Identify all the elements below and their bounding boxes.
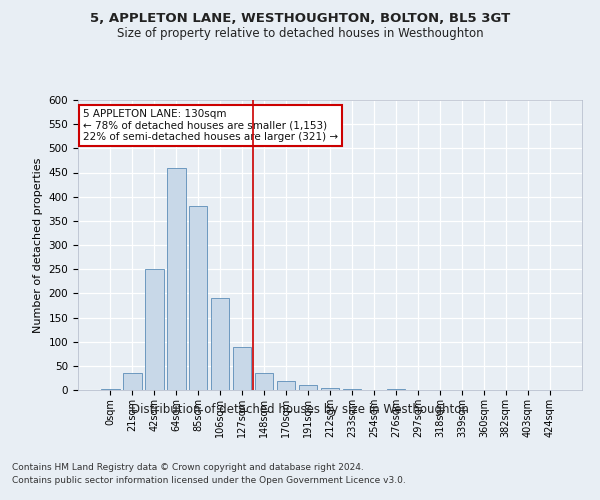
Bar [233, 346, 251, 390]
Bar [255, 373, 274, 390]
Bar [189, 206, 208, 390]
Bar [211, 298, 229, 390]
Text: Contains HM Land Registry data © Crown copyright and database right 2024.: Contains HM Land Registry data © Crown c… [12, 464, 364, 472]
Text: 5, APPLETON LANE, WESTHOUGHTON, BOLTON, BL5 3GT: 5, APPLETON LANE, WESTHOUGHTON, BOLTON, … [90, 12, 510, 26]
Text: Contains public sector information licensed under the Open Government Licence v3: Contains public sector information licen… [12, 476, 406, 485]
Text: Size of property relative to detached houses in Westhoughton: Size of property relative to detached ho… [116, 28, 484, 40]
Bar [145, 269, 164, 390]
Bar [299, 385, 317, 390]
Bar [277, 382, 295, 390]
Text: Distribution of detached houses by size in Westhoughton: Distribution of detached houses by size … [131, 402, 469, 415]
Bar [101, 389, 119, 390]
Y-axis label: Number of detached properties: Number of detached properties [33, 158, 43, 332]
Bar [320, 388, 340, 390]
Bar [123, 373, 142, 390]
Bar [167, 168, 185, 390]
Bar [343, 389, 361, 390]
Text: 5 APPLETON LANE: 130sqm
← 78% of detached houses are smaller (1,153)
22% of semi: 5 APPLETON LANE: 130sqm ← 78% of detache… [83, 108, 338, 142]
Bar [386, 389, 405, 390]
